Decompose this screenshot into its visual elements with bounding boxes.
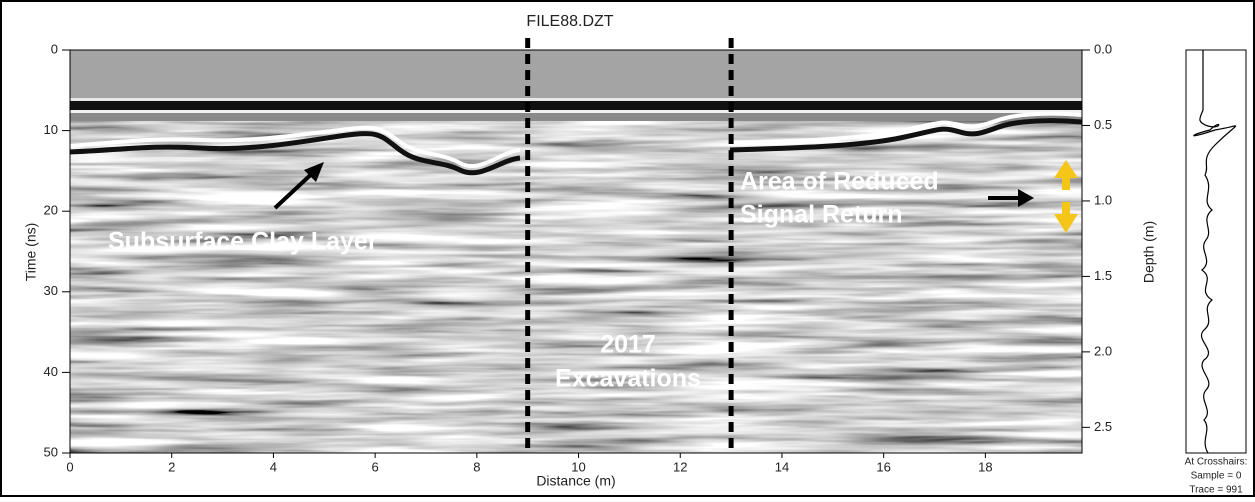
annotation: Area of Reduced (740, 168, 939, 196)
y-axis-label: Time (ns) (23, 223, 39, 282)
annotation: Excavations (555, 365, 701, 393)
y2-tick-label: 0.0 (1094, 41, 1112, 56)
y2-tick-label: 2.0 (1094, 343, 1112, 358)
y2-tick-label: 0.5 (1094, 117, 1112, 132)
trace-info: At Crosshairs: (1185, 457, 1248, 468)
y2-tick-label: 1.5 (1094, 268, 1112, 283)
y-tick-label: 50 (44, 444, 58, 459)
y-tick-label: 0 (51, 41, 58, 56)
x-tick-label: 2 (168, 459, 175, 474)
chart-title: FILE88.DZT (526, 13, 613, 30)
x-tick-label: 6 (372, 459, 379, 474)
y2-tick-label: 2.5 (1094, 419, 1112, 434)
annotation: 2017 (600, 331, 656, 359)
radargram-image (70, 50, 1082, 453)
x-tick-label: 10 (571, 459, 585, 474)
trace-panel (1185, 49, 1247, 454)
y-tick-label: 40 (44, 364, 58, 379)
arrowhead (1018, 189, 1034, 207)
x-tick-label: 0 (66, 459, 73, 474)
y-tick-label: 20 (44, 203, 58, 218)
x-tick-label: 18 (978, 459, 992, 474)
trace-waveform (1193, 50, 1237, 454)
y-tick-label: 10 (44, 122, 58, 137)
y-tick-label: 30 (44, 283, 58, 298)
arrowhead (304, 162, 324, 182)
x-tick-label: 12 (673, 459, 687, 474)
x-tick-label: 8 (473, 459, 480, 474)
x-axis-label: Distance (m) (536, 473, 615, 489)
plot-border (69, 49, 1083, 454)
y2-tick-label: 1.0 (1094, 192, 1112, 207)
x-tick-label: 4 (270, 459, 277, 474)
annotation: Subsurface Clay Layer (108, 228, 378, 256)
x-tick-label: 14 (775, 459, 789, 474)
y2-axis-label: Depth (m) (1141, 221, 1157, 283)
x-tick-label: 16 (876, 459, 890, 474)
trace-info: Trace = 991 (1189, 485, 1243, 496)
annotation: Signal Return (740, 201, 903, 229)
trace-info: Sample = 0 (1191, 471, 1242, 482)
